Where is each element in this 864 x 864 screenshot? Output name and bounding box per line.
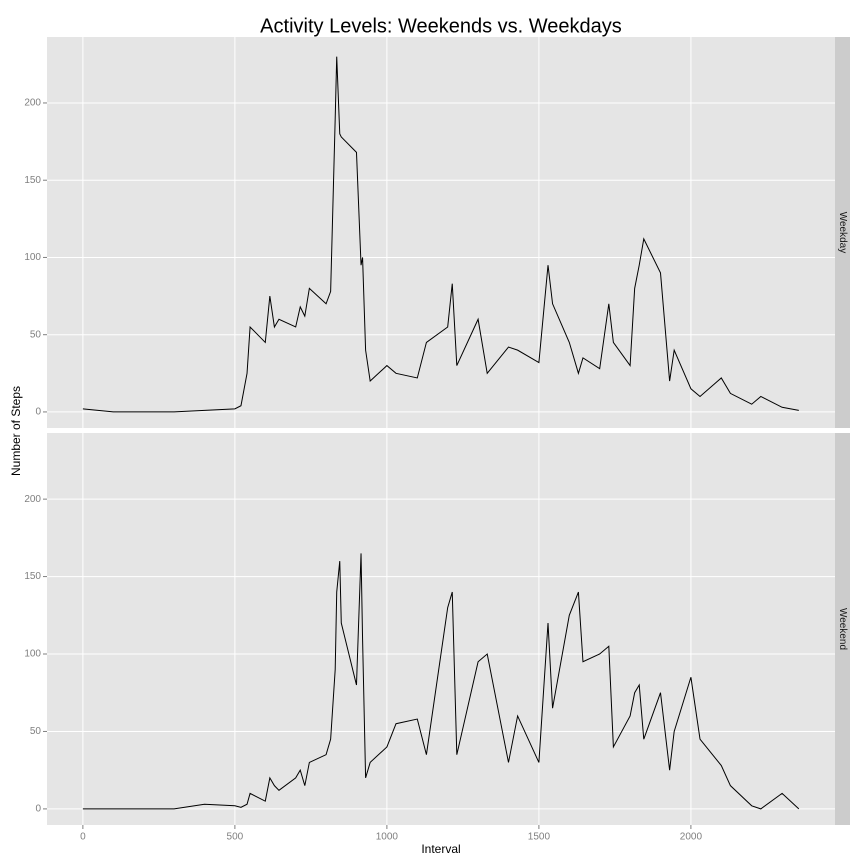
y-tick-label: 0 <box>35 804 41 815</box>
y-tick-label: 150 <box>24 175 41 186</box>
y-tick-label: 0 <box>35 407 41 418</box>
x-tick-label: 2000 <box>680 832 703 843</box>
panel-background <box>47 37 835 428</box>
panel-background <box>47 433 835 825</box>
facet-strip <box>835 37 850 428</box>
y-tick-label: 50 <box>30 726 42 737</box>
y-axis-title: Number of Steps <box>9 386 23 476</box>
y-tick-label: 100 <box>24 252 41 263</box>
facet-label: Weekday <box>837 212 848 254</box>
y-tick-label: 150 <box>24 571 41 582</box>
x-tick-label: 0 <box>80 832 86 843</box>
chart-title: Activity Levels: Weekends vs. Weekdays <box>260 15 622 37</box>
data-line <box>82 56 799 413</box>
x-tick-label: 1500 <box>528 832 551 843</box>
facet-label: Weekend <box>837 608 848 650</box>
y-tick-label: 50 <box>30 329 42 340</box>
y-tick-label: 200 <box>24 494 41 505</box>
x-axis-title: Interval <box>421 842 460 856</box>
y-tick-label: 200 <box>24 98 41 109</box>
x-tick-label: 1000 <box>376 832 399 843</box>
x-tick-label: 500 <box>227 832 244 843</box>
data-line <box>82 553 800 810</box>
facet-strip <box>835 433 850 825</box>
y-tick-label: 100 <box>24 649 41 660</box>
